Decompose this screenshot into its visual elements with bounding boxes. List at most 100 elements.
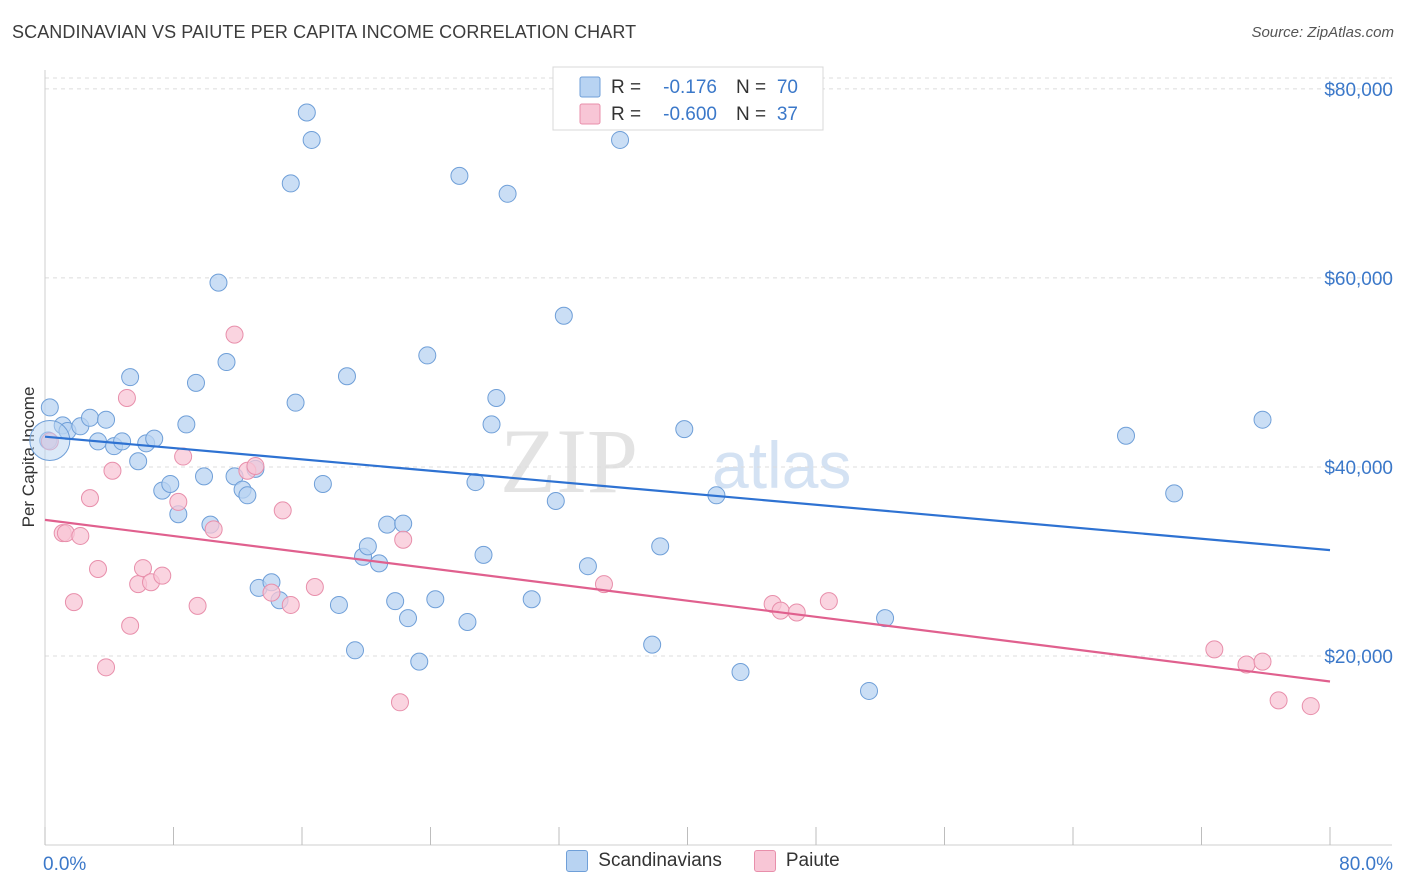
- data-point: [466, 473, 485, 492]
- bottom-legend: Scandinavians Paiute: [0, 850, 1406, 872]
- legend-r-value: -0.176: [663, 77, 717, 98]
- data-point: [174, 447, 193, 466]
- data-point: [209, 273, 228, 292]
- data-point: [594, 575, 613, 594]
- data-point: [474, 545, 493, 564]
- data-point: [117, 388, 136, 407]
- data-point: [121, 616, 140, 635]
- legend-r-label: R =: [611, 104, 641, 125]
- legend-item-paiute[interactable]: Paiute: [753, 850, 840, 872]
- data-point: [399, 609, 418, 628]
- data-point: [186, 373, 205, 392]
- data-point: [1253, 652, 1272, 671]
- data-point: [498, 184, 517, 203]
- data-point: [161, 474, 180, 493]
- data-point: [305, 577, 324, 596]
- data-point: [217, 353, 236, 372]
- data-point: [410, 652, 429, 671]
- trend-line-scandinavians: [44, 435, 1331, 552]
- legend-item-scandinavians[interactable]: Scandinavians: [566, 850, 722, 872]
- y-tick-label: $20,000: [1324, 647, 1393, 668]
- data-point: [153, 566, 172, 585]
- data-point: [188, 596, 207, 615]
- legend-label-scandinavians: Scandinavians: [598, 850, 722, 871]
- data-point: [97, 410, 116, 429]
- legend-swatch: [579, 76, 601, 98]
- data-point: [386, 592, 405, 611]
- legend-swatch: [579, 103, 601, 125]
- data-point: [578, 557, 597, 576]
- data-point: [262, 583, 281, 602]
- y-axis-label: Per Capita Income: [19, 387, 38, 528]
- x-tick-label-max: 80.0%: [1339, 854, 1393, 875]
- data-point: [394, 514, 413, 533]
- x-tick-label-min: 0.0%: [43, 854, 86, 875]
- legend-r-label: R =: [611, 77, 641, 98]
- legend-n-label: N =: [736, 104, 766, 125]
- legend-label-paiute: Paiute: [785, 850, 840, 871]
- scandinavians-swatch: [566, 850, 589, 872]
- data-point: [113, 432, 132, 451]
- data-point: [876, 609, 895, 628]
- data-point: [1301, 697, 1320, 716]
- data-point: [487, 388, 506, 407]
- data-point: [546, 491, 565, 510]
- series-paiute: [40, 325, 1320, 716]
- data-point: [1165, 484, 1184, 503]
- data-point: [121, 368, 140, 387]
- trend-line-paiute: [44, 518, 1331, 683]
- correlation-legend: R = -0.176 N = 70 R = -0.600 N = 37: [552, 66, 824, 131]
- watermark-atlas: atlas: [712, 428, 851, 502]
- data-point: [418, 346, 437, 365]
- data-point: [346, 641, 365, 660]
- y-tick-label: $40,000: [1324, 458, 1393, 479]
- data-point: [611, 130, 630, 149]
- data-point: [329, 595, 348, 614]
- data-point: [378, 515, 397, 534]
- data-point: [133, 559, 152, 578]
- y-tick-label: $60,000: [1324, 269, 1393, 290]
- chart-title: SCANDINAVIAN VS PAIUTE PER CAPITA INCOME…: [12, 22, 637, 42]
- data-point: [281, 174, 300, 193]
- data-point: [390, 693, 409, 712]
- data-point: [273, 501, 292, 520]
- data-point: [297, 103, 316, 122]
- data-point: [337, 367, 356, 386]
- data-point: [97, 658, 116, 677]
- data-point: [643, 635, 662, 654]
- legend-n-label: N =: [736, 77, 766, 98]
- data-point: [177, 415, 196, 434]
- legend-r-value: -0.600: [663, 104, 717, 125]
- data-point: [71, 526, 90, 545]
- data-point: [246, 457, 265, 476]
- data-point: [302, 130, 321, 149]
- data-point: [1253, 410, 1272, 429]
- legend-n-value: 70: [777, 77, 798, 98]
- data-point: [458, 612, 477, 631]
- data-point: [145, 429, 164, 448]
- data-point: [554, 306, 573, 325]
- data-point: [204, 520, 223, 539]
- series-scandinavians: [39, 103, 1272, 700]
- data-point: [651, 537, 670, 556]
- data-point: [731, 663, 750, 682]
- data-point: [238, 486, 257, 505]
- data-point: [169, 492, 188, 511]
- data-point: [80, 489, 99, 508]
- data-point: [450, 166, 469, 185]
- legend-n-value: 37: [777, 104, 798, 125]
- data-point: [225, 325, 244, 344]
- data-point: [195, 467, 214, 486]
- data-point: [426, 590, 445, 609]
- data-point: [286, 393, 305, 412]
- data-point: [64, 593, 83, 612]
- data-point: [103, 461, 122, 480]
- data-point: [787, 603, 806, 622]
- data-point: [819, 592, 838, 611]
- source-attribution: Source: ZipAtlas.com: [1251, 24, 1394, 41]
- data-point: [40, 398, 59, 417]
- data-point: [1205, 640, 1224, 659]
- watermark-zip: ZIP: [500, 410, 638, 512]
- data-point: [89, 560, 108, 579]
